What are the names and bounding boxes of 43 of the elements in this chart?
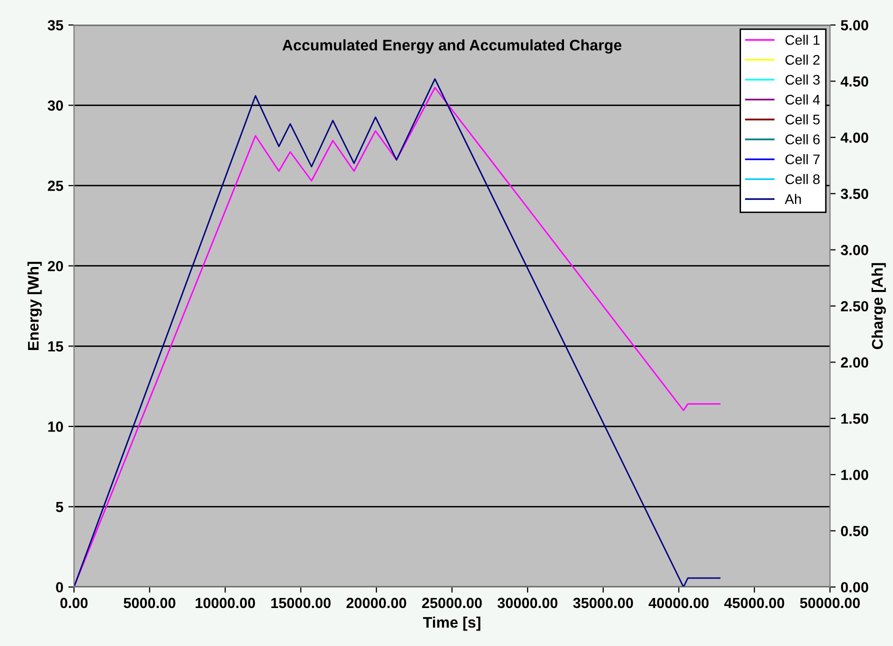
legend-label: Cell 3: [785, 74, 820, 85]
x-tick-label: 35000.00: [573, 598, 634, 608]
y-tick-label: 30: [48, 100, 63, 111]
y2-axis-title: Charge [Ah]: [872, 263, 886, 350]
x-tick-label: 30000.00: [498, 598, 558, 608]
x-tick-label: 10000.00: [196, 598, 256, 608]
legend-label: Cell 6: [785, 134, 820, 144]
x-tick-label: 25000.00: [422, 598, 482, 608]
x-tick-label: 15000.00: [271, 598, 331, 608]
text: Accumulated Energy and Accumulated Charge: [282, 39, 622, 54]
y2-tick-label: 1.50: [841, 414, 868, 424]
legend-label: Cell 1: [785, 34, 820, 45]
y2-tick-label: 1.00: [841, 470, 868, 480]
y-tick-label: 25: [48, 180, 64, 191]
y-tick-label: 5: [56, 502, 64, 512]
y2-tick-label: 3.50: [840, 188, 868, 200]
legend-label: Cell 8: [785, 174, 820, 184]
legend-label: Cell 5: [785, 114, 820, 124]
y2-tick-label: 0.00: [840, 582, 868, 592]
legend-label: Cell 7: [785, 154, 820, 164]
x-tick-label: 0.00: [60, 598, 88, 608]
legend-label: Ah: [784, 194, 801, 204]
x-tick-label: 45000.00: [724, 598, 784, 608]
x-tick-label: 50000.00: [800, 598, 860, 608]
x-tick-label: 40000.00: [648, 598, 709, 608]
y2-tick-label: 0.50: [840, 526, 868, 536]
y2-tick-label: 5.00: [840, 20, 868, 30]
y-tick-label: 20: [48, 260, 63, 272]
x-axis-title: Time [s]: [423, 616, 480, 631]
y2-tick-label: 3.00: [840, 244, 868, 256]
y-tick-label: 15: [48, 341, 64, 352]
y-tick-label: 10: [48, 422, 63, 432]
y2-tick-label: 2.50: [840, 301, 868, 312]
y-tick-label: 0: [56, 582, 63, 592]
x-tick-label: 5000.00: [124, 598, 176, 608]
y2-tick-label: 4.00: [840, 132, 868, 143]
y2-tick-label: 4.50: [840, 76, 868, 87]
legend-label: Cell 2: [785, 54, 820, 65]
x-tick-label: 20000.00: [346, 598, 406, 608]
legend-label: Cell 4: [785, 94, 820, 105]
y2-tick-label: 2.00: [840, 357, 868, 368]
y-axis-title: Energy [Wh]: [28, 262, 42, 350]
y-tick-label: 35: [48, 20, 64, 30]
